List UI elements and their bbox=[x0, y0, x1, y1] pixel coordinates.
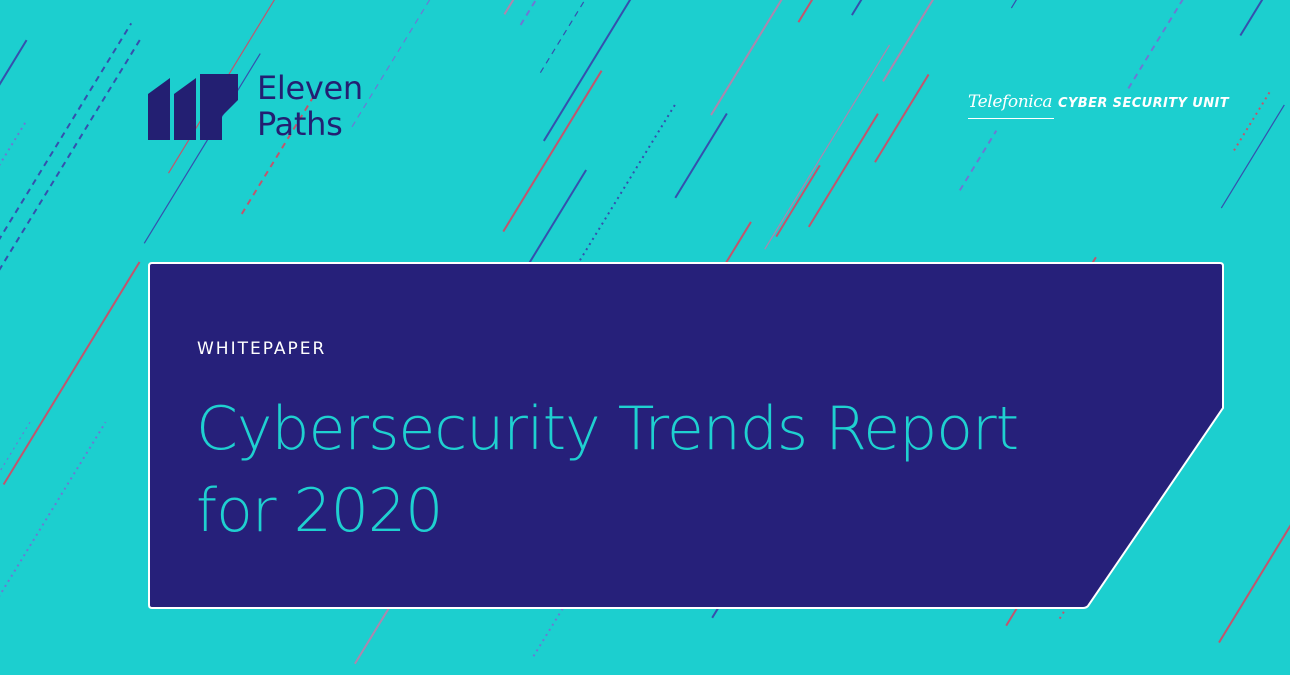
cyber-security-unit-label: CYBER SECURITY UNIT bbox=[1058, 96, 1230, 111]
diagonal-line bbox=[674, 112, 728, 199]
telefonica-wordmark: Telefonica bbox=[968, 92, 1053, 112]
eleven-paths-logo-icon bbox=[148, 74, 238, 140]
diagonal-line bbox=[710, 0, 783, 116]
diagonal-line bbox=[0, 421, 107, 597]
diagonal-line bbox=[351, 0, 431, 128]
diagonal-line bbox=[0, 121, 27, 166]
diagonal-line bbox=[807, 113, 879, 228]
telefonica-underline bbox=[968, 118, 1054, 119]
diagonal-line bbox=[1220, 104, 1285, 209]
diagonal-line bbox=[143, 53, 261, 244]
diagonal-line bbox=[542, 0, 632, 142]
diagonal-line bbox=[0, 39, 28, 86]
eleven-paths-line1: Eleven bbox=[257, 69, 363, 107]
diagonal-line bbox=[958, 130, 998, 191]
diagonal-line bbox=[0, 36, 143, 271]
report-title: Cybersecurity Trends Report for 2020 bbox=[196, 388, 1076, 552]
diagonal-line bbox=[775, 164, 821, 238]
diagonal-line bbox=[1218, 524, 1290, 644]
diagonal-line bbox=[874, 73, 930, 163]
whitepaper-label: WHITEPAPER bbox=[197, 339, 327, 359]
diagonal-line bbox=[519, 0, 537, 26]
diagonal-line bbox=[1127, 0, 1184, 89]
diagonal-line bbox=[520, 169, 587, 277]
diagonal-line bbox=[502, 70, 603, 233]
report-title-line1: Cybersecurity Trends Report bbox=[196, 394, 1019, 464]
diagonal-line bbox=[882, 0, 934, 82]
diagonal-line bbox=[240, 95, 315, 215]
diagonal-line bbox=[764, 44, 891, 250]
diagonal-line bbox=[2, 261, 141, 486]
report-title-line2: for 2020 bbox=[196, 476, 443, 546]
eleven-paths-wordmark: Eleven Paths bbox=[257, 70, 363, 142]
eleven-paths-line2: Paths bbox=[257, 105, 343, 143]
diagonal-line bbox=[0, 22, 133, 240]
diagonal-line bbox=[1239, 0, 1264, 37]
